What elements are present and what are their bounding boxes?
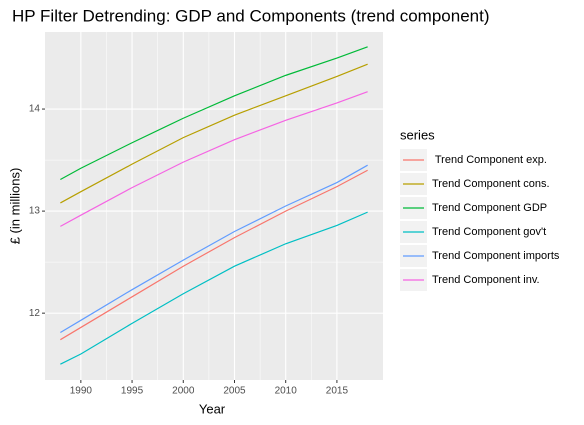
legend-label: Trend Component gov't <box>432 226 546 238</box>
x-tick-label: 1990 <box>70 386 93 397</box>
x-tick-label: 2000 <box>172 386 195 397</box>
legend-label: Trend Component cons. <box>432 178 550 190</box>
legend-title: series <box>400 127 435 142</box>
panel <box>45 32 383 380</box>
series-line <box>60 91 368 227</box>
series-line <box>60 211 368 365</box>
x-tick-label: 2005 <box>223 386 246 397</box>
x-tick-label: 1995 <box>121 386 144 397</box>
x-axis-label: Year <box>199 401 226 416</box>
y-tick-label: 14 <box>29 104 41 115</box>
legend-label: Trend Component imports <box>432 250 560 262</box>
y-axis-label: £ (in millions) <box>7 168 22 245</box>
legend-label: Trend Component inv. <box>432 274 540 286</box>
legend-label: Trend Component exp. <box>432 154 547 166</box>
legend-label: Trend Component GDP <box>432 202 547 214</box>
series-line <box>60 169 368 341</box>
series-line <box>60 46 368 180</box>
series-line <box>60 63 368 204</box>
chart-title: HP Filter Detrending: GDP and Components… <box>12 6 490 25</box>
series-line <box>60 164 368 334</box>
y-tick-label: 13 <box>29 206 41 217</box>
y-tick-label: 12 <box>29 308 41 319</box>
x-tick-label: 2010 <box>275 386 298 397</box>
x-tick-label: 2015 <box>326 386 349 397</box>
